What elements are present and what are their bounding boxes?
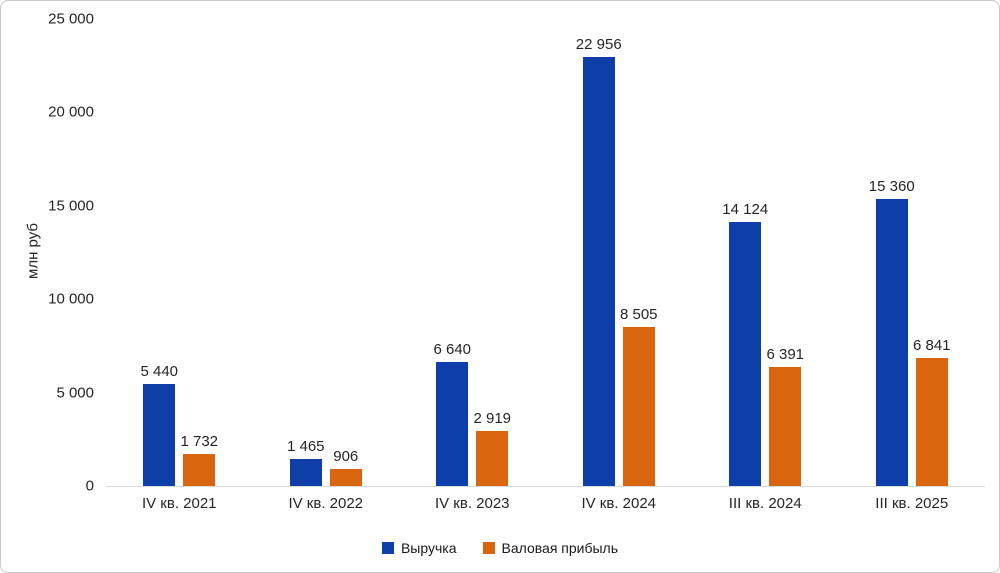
bar-gross-profit: 1 732 — [180, 433, 218, 486]
bar-value-label: 1 732 — [180, 432, 219, 450]
bar-group: 6 640 2 919 — [399, 19, 546, 486]
bar-value-label: 5 440 — [140, 363, 179, 381]
bar-group: 22 956 8 505 — [546, 19, 693, 486]
bar-revenue: 14 124 — [722, 201, 768, 486]
bar-value-label: 6 391 — [766, 345, 805, 363]
legend-label: Валовая прибыль — [501, 540, 619, 556]
bar-value-label: 906 — [333, 448, 359, 466]
legend-swatch-icon — [381, 542, 394, 554]
y-tick-label: 25 000 — [48, 10, 94, 28]
bar-revenue: 22 956 — [576, 36, 622, 486]
x-axis-category-label: IV кв. 2022 — [288, 495, 364, 512]
y-tick-label: 20 000 — [48, 103, 94, 121]
bar-groups: 5 440 1 732 1 465 906 6 640 2 919 22 956 8 505 1… — [106, 19, 985, 486]
y-axis-title: млн руб — [24, 223, 42, 279]
bar-revenue: 15 360 — [869, 178, 915, 486]
bar-gross-profit: 6 391 — [766, 346, 804, 486]
x-axis-labels: IV кв. 2021 IV кв. 2022 IV кв. 2023 IV кв. … — [106, 486, 985, 512]
bar-gross-profit: 2 919 — [473, 410, 511, 486]
bar-gross-profit: 8 505 — [620, 306, 658, 486]
legend: Выручка Валовая прибыль — [1, 540, 999, 556]
bar-gross-profit: 906 — [329, 448, 362, 486]
bar-value-label: 8 505 — [619, 306, 658, 324]
legend-label: Выручка — [400, 540, 457, 556]
bar-revenue: 1 465 — [287, 438, 325, 486]
bar-value-label: 1 465 — [286, 437, 325, 455]
bar-value-label: 6 640 — [433, 340, 472, 358]
legend-item: Валовая прибыль — [482, 540, 619, 556]
plot-area: 0 5 000 10 000 15 000 20 000 25 000 5 440 1 73… — [48, 11, 985, 512]
x-axis-category-label: IV кв. 2021 — [141, 495, 217, 512]
y-tick-label: 10 000 — [48, 290, 94, 308]
bar-group: 14 124 6 391 — [692, 19, 839, 486]
x-axis-category-label: IV кв. 2023 — [434, 495, 510, 512]
bar-revenue: 5 440 — [140, 363, 178, 486]
legend-swatch-icon — [482, 542, 495, 554]
bar-value-label: 22 956 — [575, 36, 622, 54]
y-tick-label: 5 000 — [56, 384, 94, 402]
bar-revenue: 6 640 — [433, 341, 471, 486]
bar-gross-profit: 6 841 — [913, 337, 951, 486]
bar-value-label: 14 124 — [722, 201, 769, 219]
bar-value-label: 15 360 — [868, 178, 915, 196]
bar-value-label: 6 841 — [912, 337, 951, 355]
bar-group: 15 360 6 841 — [839, 19, 986, 486]
legend-item: Выручка — [381, 540, 457, 556]
y-tick-label: 0 — [85, 477, 94, 495]
bar-group: 1 465 906 — [253, 19, 400, 486]
x-axis-category-label: IV кв. 2024 — [581, 495, 657, 512]
bar-group: 5 440 1 732 — [106, 19, 253, 486]
bar-value-label: 2 919 — [473, 410, 512, 428]
x-axis-category-label: III кв. 2024 — [728, 495, 802, 512]
x-axis-category-label: III кв. 2025 — [875, 495, 949, 512]
y-tick-label: 15 000 — [48, 197, 94, 215]
